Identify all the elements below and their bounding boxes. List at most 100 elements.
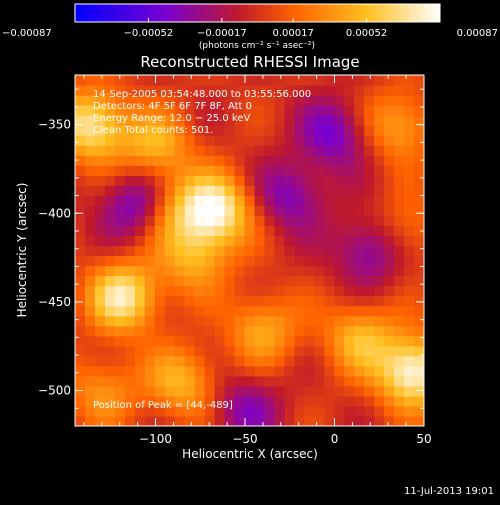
heatmap-cell (164, 175, 176, 186)
heatmap-cell (324, 335, 335, 347)
heatmap-cell (154, 235, 166, 247)
heatmap-cell (294, 315, 305, 327)
heatmap-cell (334, 85, 345, 96)
heatmap-cell (124, 385, 136, 397)
heatmap-cell (114, 245, 126, 257)
heatmap-cell (304, 295, 315, 307)
heatmap-cell (384, 185, 395, 196)
heatmap-cell (214, 235, 226, 247)
heatmap-cell (124, 395, 136, 407)
heatmap-cell (94, 165, 106, 176)
heatmap-cell (124, 75, 136, 86)
heatmap-cell (294, 405, 305, 417)
heatmap-cell (294, 95, 305, 106)
heatmap-cell (75, 135, 86, 146)
heatmap-cell (364, 105, 375, 116)
heatmap-cell (164, 315, 176, 327)
heatmap-cell (294, 325, 305, 337)
heatmap-cell (164, 265, 176, 277)
heatmap-cell (394, 355, 405, 367)
heatmap-cell (214, 335, 226, 347)
heatmap-cell (334, 265, 345, 277)
heatmap-cell (174, 275, 186, 287)
heatmap-cell (154, 95, 166, 106)
heatmap-cell (274, 265, 285, 277)
heatmap-cell (224, 165, 236, 176)
heatmap-cell (174, 235, 186, 247)
heatmap-cell (344, 205, 355, 216)
heatmap-cell (104, 225, 116, 237)
heatmap-cell (284, 235, 295, 247)
heatmap-cell (264, 235, 276, 247)
heatmap-cell (364, 255, 375, 267)
heatmap-cell (334, 315, 345, 327)
heatmap-cell (104, 355, 116, 367)
heatmap-cell (214, 345, 226, 357)
heatmap-cell (194, 325, 206, 337)
heatmap-cell (204, 245, 216, 257)
heatmap-cell (314, 115, 325, 126)
heatmap-cell (184, 325, 196, 337)
heatmap-cell (134, 255, 146, 267)
heatmap-cell (104, 215, 116, 227)
heatmap-cell (94, 225, 106, 237)
heatmap-cell (284, 405, 295, 417)
heatmap-cell (374, 295, 385, 307)
heatmap-cell (324, 165, 335, 176)
heatmap-cell (94, 265, 106, 277)
heatmap-cell (334, 235, 345, 247)
x-tick-label: 50 (416, 432, 431, 446)
heatmap-cell (324, 215, 335, 227)
heatmap-cell (234, 325, 246, 337)
heatmap-cell (144, 375, 156, 387)
heatmap-cell (234, 255, 246, 267)
heatmap-cell (354, 345, 365, 357)
heatmap-cell (94, 245, 106, 257)
heatmap-cell (224, 75, 236, 86)
heatmap-cell (104, 345, 116, 357)
heatmap-cell (254, 225, 266, 237)
heatmap-cell (184, 145, 196, 156)
heatmap-cell (304, 95, 315, 106)
heatmap-cell (354, 335, 365, 347)
heatmap-cell (304, 75, 315, 86)
heatmap-cell (224, 155, 236, 166)
heatmap-cell (194, 295, 206, 307)
heatmap-cell (414, 285, 424, 297)
heatmap-cell (274, 375, 285, 387)
heatmap-cell (104, 125, 116, 136)
heatmap-cell (234, 115, 246, 126)
heatmap-cell (114, 115, 126, 126)
heatmap-cell (394, 415, 405, 426)
heatmap-cell (104, 145, 116, 156)
heatmap-cell (114, 95, 126, 106)
heatmap-cell (284, 355, 295, 367)
heatmap-cell (194, 415, 206, 426)
heatmap-cell (124, 405, 136, 417)
heatmap-cell (134, 285, 146, 297)
heatmap-cell (404, 115, 415, 126)
heatmap-cell (204, 105, 216, 116)
heatmap-cell (214, 365, 226, 377)
heatmap-cell (274, 405, 285, 417)
heatmap-cell (124, 285, 136, 297)
heatmap-cell (114, 165, 126, 176)
heatmap-cell (364, 285, 375, 297)
heatmap-cell (274, 75, 285, 86)
heatmap-cell (294, 415, 305, 426)
heatmap-cell (364, 205, 375, 216)
heatmap-cell (244, 395, 256, 407)
heatmap-cell (274, 275, 285, 287)
heatmap-cell (354, 105, 365, 116)
heatmap-cell (214, 225, 226, 237)
heatmap-cell (334, 225, 345, 237)
heatmap-cell (174, 305, 186, 317)
heatmap-cell (184, 355, 196, 367)
annotation-time-range: 14-Sep-2005 03:54:48.000 to 03:55:56.000 (93, 89, 311, 100)
heatmap-cell (184, 255, 196, 267)
heatmap-cell (234, 345, 246, 357)
heatmap-cell (254, 335, 266, 347)
heatmap-cell (234, 405, 246, 417)
heatmap-cell (304, 285, 315, 297)
heatmap-cell (75, 95, 86, 106)
